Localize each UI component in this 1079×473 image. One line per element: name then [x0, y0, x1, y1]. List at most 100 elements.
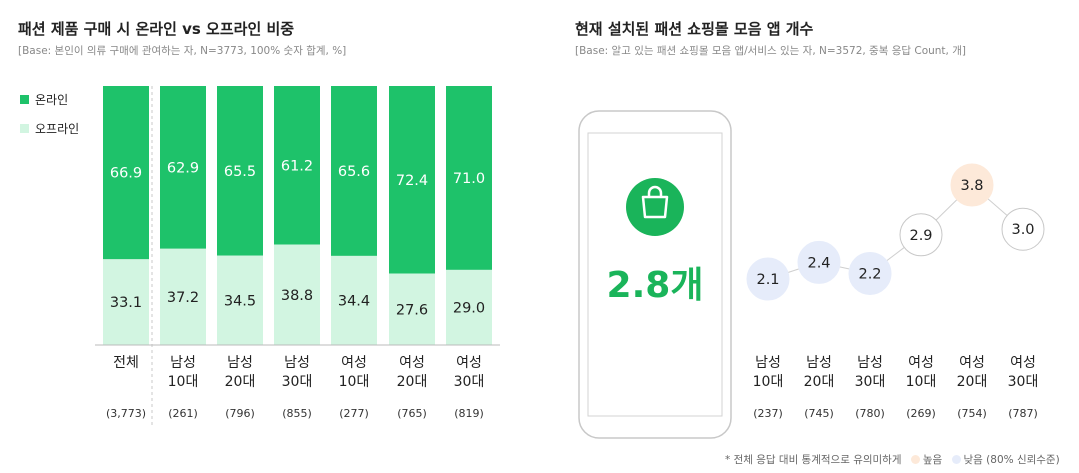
bar-offline-value: 33.1: [110, 295, 142, 311]
footnote-prefix: * 전체 응답 대비 통계적으로 유의미하게: [725, 454, 902, 466]
connector-line: [987, 198, 1008, 216]
connector-line: [935, 199, 958, 221]
bar-offline: [160, 248, 206, 345]
category-sample-size: (855): [282, 407, 312, 420]
bar-offline-value: 34.5: [224, 293, 256, 309]
category-label: 30대: [282, 374, 313, 390]
legend-online-label: 온라인: [35, 93, 68, 107]
category-label: 10대: [339, 374, 370, 390]
left-chart-base-note: [Base: 본인이 의류 구매에 관여하는 자, N=3773, 100% 숫…: [18, 45, 347, 57]
legend-offline-label: 오프라인: [35, 122, 79, 136]
bar-online-value: 65.6: [338, 164, 370, 180]
category-sample-size: (765): [397, 407, 427, 420]
bar-offline: [274, 244, 320, 345]
category-label: 10대: [753, 374, 784, 390]
category-sample-size: (261): [168, 407, 198, 420]
shopping-bag-handle-icon: [647, 185, 663, 197]
connector-line: [839, 266, 850, 270]
category-label: 남성: [170, 355, 196, 371]
bar-online: [217, 86, 263, 256]
bar-offline: [103, 259, 149, 345]
bar-online: [331, 86, 377, 256]
right-chart-base-note: [Base: 알고 있는 패션 쇼핑몰 모음 앱/서비스 있는 자, N=357…: [575, 45, 966, 57]
bar-offline-value: 27.6: [396, 302, 428, 318]
category-sample-size: (796): [225, 407, 255, 420]
bar-online-value: 65.5: [224, 164, 256, 180]
category-label: 30대: [454, 374, 485, 390]
connector-line: [886, 247, 905, 262]
category-label: 여성: [341, 355, 367, 371]
category-sample-size: (3,773): [106, 407, 146, 420]
category-label: 여성: [456, 355, 482, 371]
left-chart-title: 패션 제품 구매 시 온라인 vs 오프라인 비중: [18, 20, 295, 38]
bar-offline-value: 37.2: [167, 290, 199, 306]
category-sample-size: (754): [957, 407, 987, 420]
category-sample-size: (237): [753, 407, 783, 420]
overall-app-count: 2.8개: [607, 265, 704, 306]
category-label: 남성: [806, 355, 832, 371]
category-sample-size: (780): [855, 407, 885, 420]
value-point: [746, 257, 790, 301]
value-point-label: 2.4: [807, 255, 830, 271]
bar-offline: [217, 255, 263, 345]
bar-offline-value: 29.0: [453, 300, 485, 316]
category-label: 남성: [755, 355, 781, 371]
bar-online-value: 66.9: [110, 166, 142, 182]
footnote-high-label: 높음: [922, 454, 943, 466]
value-point: [950, 163, 994, 207]
value-point: [797, 240, 841, 284]
category-label: 남성: [857, 355, 883, 371]
category-sample-size: (269): [906, 407, 936, 420]
category-label: 20대: [225, 374, 256, 390]
bar-online-value: 61.2: [281, 158, 313, 174]
category-label: 남성: [227, 355, 253, 371]
bar-online-value: 62.9: [167, 160, 199, 176]
legend-online-swatch: [20, 95, 29, 104]
category-label: 20대: [397, 374, 428, 390]
category-label: 남성: [284, 355, 310, 371]
footnote-low-label: 낮음 (80% 신뢰수준): [963, 454, 1060, 466]
category-label: 여성: [399, 355, 425, 371]
category-label: 30대: [855, 374, 886, 390]
shopping-bag-body-icon: [641, 195, 669, 219]
value-point-label: 2.2: [858, 266, 881, 282]
value-point-label: 2.9: [909, 228, 932, 244]
category-label: 20대: [804, 374, 835, 390]
bar-offline-value: 38.8: [281, 288, 313, 304]
bar-offline: [389, 273, 435, 345]
high-marker-dot: [910, 455, 920, 464]
value-point-label: 2.1: [756, 272, 779, 288]
connector-line: [787, 268, 800, 273]
bar-online: [389, 86, 435, 274]
value-point: [899, 213, 943, 257]
category-label: 30대: [1008, 374, 1039, 390]
bar-online-value: 71.0: [453, 171, 485, 187]
category-sample-size: (745): [804, 407, 834, 420]
category-label: 20대: [957, 374, 988, 390]
shopping-bag-icon: [626, 178, 684, 236]
bar-online: [274, 86, 320, 245]
bar-online: [446, 86, 492, 270]
value-point: [1001, 207, 1045, 251]
legend-offline-swatch: [20, 124, 29, 133]
category-label: 여성: [908, 355, 934, 371]
value-point: [848, 251, 892, 295]
category-label: 여성: [1010, 355, 1036, 371]
right-chart-title: 현재 설치된 패션 쇼핑몰 모음 앱 개수: [575, 20, 814, 38]
category-sample-size: (277): [339, 407, 369, 420]
bar-offline: [446, 269, 492, 345]
bar-offline-value: 34.4: [338, 293, 370, 309]
low-marker-dot: [951, 455, 961, 464]
value-point-label: 3.0: [1011, 222, 1034, 238]
category-label: 여성: [959, 355, 985, 371]
bar-online: [103, 86, 149, 260]
category-sample-size: (819): [454, 407, 484, 420]
category-label: 10대: [168, 374, 199, 390]
bar-offline: [331, 255, 377, 345]
category-label: 전체: [113, 355, 139, 371]
category-label: 10대: [906, 374, 937, 390]
significance-footnote: * 전체 응답 대비 통계적으로 유의미하게 높음 낮음 (80% 신뢰수준): [725, 452, 1060, 467]
category-sample-size: (787): [1008, 407, 1038, 420]
bar-online-value: 72.4: [396, 173, 428, 189]
